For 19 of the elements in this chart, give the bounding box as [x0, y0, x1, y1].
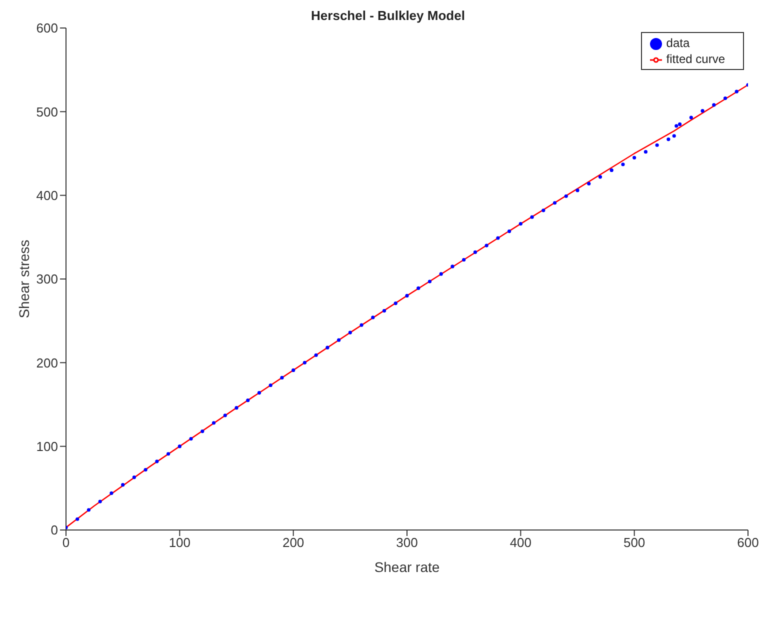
- y-tick-label: 200: [36, 355, 58, 370]
- y-tick-label: 400: [36, 188, 58, 203]
- x-tick-label: 500: [623, 535, 646, 550]
- y-tick-label: 100: [36, 438, 58, 454]
- y-tick-label: 0: [50, 522, 58, 538]
- x-tick-label: 0: [62, 535, 70, 550]
- x-tick-label: 300: [396, 535, 418, 550]
- x-axis-title: Shear rate: [374, 558, 440, 575]
- y-axis-title: Shear stress: [16, 240, 32, 318]
- y-tick-label: 600: [36, 20, 58, 36]
- x-tick-label: 600: [737, 535, 759, 550]
- x-tick-label: 400: [510, 535, 532, 550]
- x-tick-label: 100: [168, 535, 191, 550]
- legend-label: fitted curve: [666, 52, 725, 66]
- legend-label: data: [666, 36, 690, 50]
- x-tick-label: 200: [282, 535, 304, 550]
- chart-title: Herschel - Bulkley Model: [311, 8, 465, 23]
- y-tick-label: 300: [36, 272, 58, 287]
- y-tick-label: 500: [36, 104, 58, 120]
